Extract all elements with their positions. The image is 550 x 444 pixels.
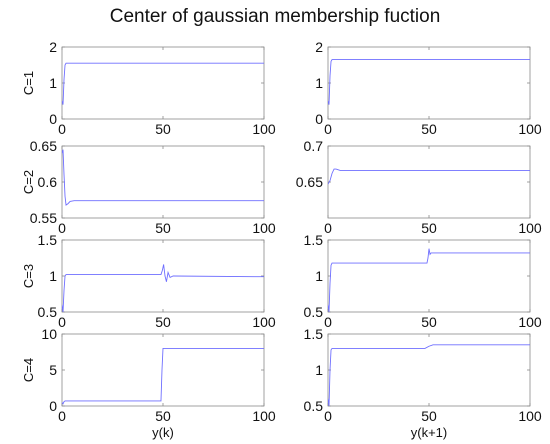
x-tick-label: 0 xyxy=(324,314,332,330)
x-tick-label: 50 xyxy=(421,121,437,137)
y-axis-label: C=3 xyxy=(21,264,36,288)
y-tick-label: 0.5 xyxy=(304,398,324,414)
x-tick-label: 0 xyxy=(58,408,66,424)
y-tick-label: 0.5 xyxy=(38,304,58,320)
x-tick-label: 50 xyxy=(421,408,437,424)
subplot-2-1: 0 50 100 0.55 0.6 0.65 C=2 xyxy=(21,138,276,236)
y-tick-label: 0.65 xyxy=(296,174,323,190)
series-line xyxy=(328,248,530,312)
x-axis-label: y(k) xyxy=(152,425,174,440)
y-tick-label: 2 xyxy=(315,39,323,55)
axes-box xyxy=(61,239,265,313)
x-tick-label: 100 xyxy=(252,121,276,137)
x-tick-label: 50 xyxy=(155,220,171,236)
x-tick-label: 50 xyxy=(421,314,437,330)
series-line xyxy=(62,62,264,105)
axes-box xyxy=(61,46,265,120)
x-axis-label: y(k+1) xyxy=(411,425,447,440)
subplot-4-2: 0 50 100 0.5 1 1.5 y(k+1) xyxy=(304,326,542,440)
x-tick-label: 50 xyxy=(155,408,171,424)
subplot-1-2: 0 50 100 0 1 2 xyxy=(315,39,542,137)
y-tick-label: 1.5 xyxy=(38,232,58,248)
y-tick-label: 1 xyxy=(315,268,323,284)
series-line xyxy=(62,149,264,206)
subplot-4-1: 0 50 100 0 5 10 C=4 y(k) xyxy=(21,326,276,440)
y-axis-label: C=4 xyxy=(21,358,36,382)
x-tick-label: 100 xyxy=(518,408,542,424)
y-tick-label: 5 xyxy=(49,362,57,378)
y-tick-label: 1.5 xyxy=(304,232,324,248)
y-tick-label: 1 xyxy=(315,362,323,378)
x-tick-label: 100 xyxy=(252,314,276,330)
series-line xyxy=(62,264,264,312)
y-tick-label: 0 xyxy=(315,111,323,127)
x-tick-label: 0 xyxy=(324,121,332,137)
subplot-3-2: 0 50 100 0.5 1 1.5 xyxy=(304,232,542,330)
x-tick-label: 100 xyxy=(518,121,542,137)
axes-box xyxy=(327,46,531,120)
x-tick-label: 0 xyxy=(58,220,66,236)
x-tick-label: 100 xyxy=(252,408,276,424)
x-tick-label: 0 xyxy=(324,408,332,424)
subplot-1-1: 0 50 100 0 1 2 C=1 xyxy=(21,39,276,137)
y-axis-label: C=1 xyxy=(21,71,36,95)
y-tick-label: 1.5 xyxy=(304,326,324,342)
series-line xyxy=(328,59,530,105)
axes-box xyxy=(61,145,265,219)
x-tick-label: 0 xyxy=(58,121,66,137)
x-tick-label: 50 xyxy=(155,314,171,330)
x-tick-label: 0 xyxy=(58,314,66,330)
y-tick-label: 0 xyxy=(49,398,57,414)
axes-box xyxy=(327,145,531,219)
series-line xyxy=(328,168,530,185)
y-tick-label: 1 xyxy=(49,75,57,91)
subplot-2-2: 0 50 100 0.65 0.7 xyxy=(296,138,542,236)
y-tick-label: 1 xyxy=(315,75,323,91)
y-tick-label: 1 xyxy=(49,268,57,284)
x-tick-label: 100 xyxy=(252,220,276,236)
x-tick-label: 50 xyxy=(155,121,171,137)
x-tick-label: 50 xyxy=(421,220,437,236)
axes-box xyxy=(61,333,265,407)
y-tick-label: 0.5 xyxy=(304,304,324,320)
x-tick-label: 100 xyxy=(518,314,542,330)
x-tick-label: 0 xyxy=(324,220,332,236)
series-line xyxy=(328,344,530,406)
y-tick-label: 0.65 xyxy=(30,138,57,154)
x-tick-label: 100 xyxy=(518,220,542,236)
y-tick-label: 0.55 xyxy=(30,210,57,226)
y-tick-label: 0.6 xyxy=(38,174,58,190)
series-line xyxy=(62,347,264,405)
y-tick-label: 10 xyxy=(41,326,57,342)
y-axis-label: C=2 xyxy=(21,170,36,194)
subplot-3-1: 0 50 100 0.5 1 1.5 C=3 xyxy=(21,232,276,330)
y-tick-label: 0 xyxy=(49,111,57,127)
y-tick-label: 2 xyxy=(49,39,57,55)
y-tick-label: 0.7 xyxy=(304,138,324,154)
figure-title: Center of gaussian membership fuction xyxy=(110,6,441,27)
